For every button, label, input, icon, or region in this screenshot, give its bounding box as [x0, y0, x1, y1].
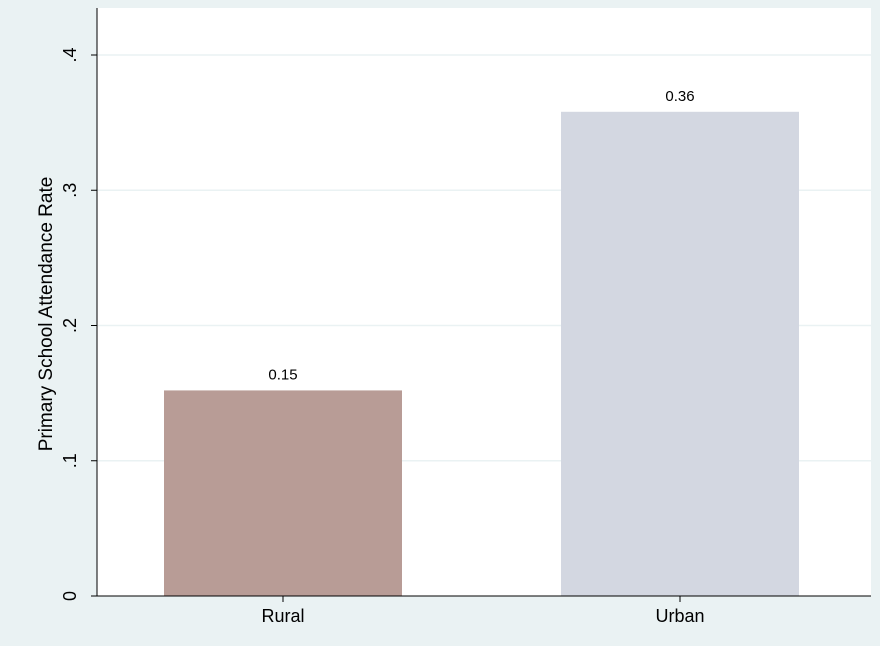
data-label-rural: 0.15	[268, 366, 297, 383]
bar-rural	[164, 390, 402, 596]
y-tick-label-3: .3	[60, 183, 80, 198]
y-tick-label-4: .4	[60, 47, 80, 62]
x-tick-label-rural: Rural	[261, 606, 304, 626]
bar-layer	[164, 111, 799, 597]
x-tick-label-urban: Urban	[655, 606, 704, 626]
axis-layer: Rural Urban 0 .1 .2 .3 .4	[60, 8, 871, 626]
y-tick-label-0: 0	[60, 591, 80, 601]
y-tick-label-1: .1	[60, 453, 80, 468]
label-layer: 0.15 0.36	[268, 88, 694, 384]
data-label-urban: 0.36	[665, 88, 694, 105]
y-axis-title: Primary School Attendance Rate	[36, 177, 57, 452]
y-tick-label-2: .2	[60, 318, 80, 333]
bar-urban	[561, 111, 799, 597]
